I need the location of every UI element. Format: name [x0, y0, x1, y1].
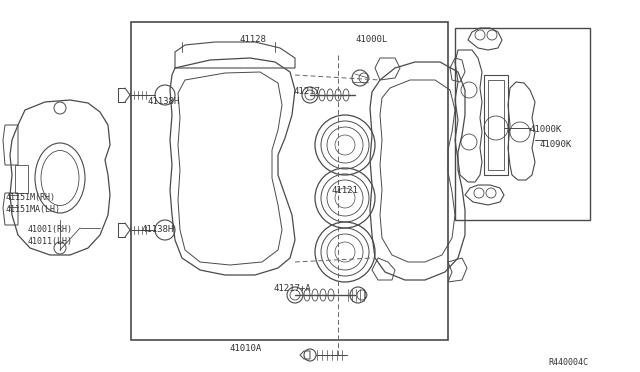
Bar: [455, 28, 590, 220]
Bar: [15, 165, 28, 193]
Text: 41151MA(LH): 41151MA(LH): [6, 205, 61, 214]
Text: 41121: 41121: [332, 186, 359, 195]
Text: R440004C: R440004C: [548, 358, 588, 367]
Text: 41011(LH): 41011(LH): [28, 237, 73, 246]
Text: 41090K: 41090K: [540, 140, 572, 149]
Text: 41128: 41128: [240, 35, 267, 44]
Text: 41217+A: 41217+A: [274, 284, 312, 293]
Bar: [488, 80, 504, 170]
Text: 41001(RH): 41001(RH): [28, 225, 73, 234]
Text: 41010A: 41010A: [229, 344, 261, 353]
Text: 41138H: 41138H: [142, 225, 174, 234]
Text: 41000K: 41000K: [530, 125, 563, 134]
Text: 41000L: 41000L: [355, 35, 387, 44]
Bar: [484, 75, 508, 175]
Bar: [131, 22, 448, 340]
Text: 41217: 41217: [294, 87, 321, 96]
Text: 41151M(RH): 41151M(RH): [6, 193, 56, 202]
Text: 41138H: 41138H: [148, 97, 180, 106]
